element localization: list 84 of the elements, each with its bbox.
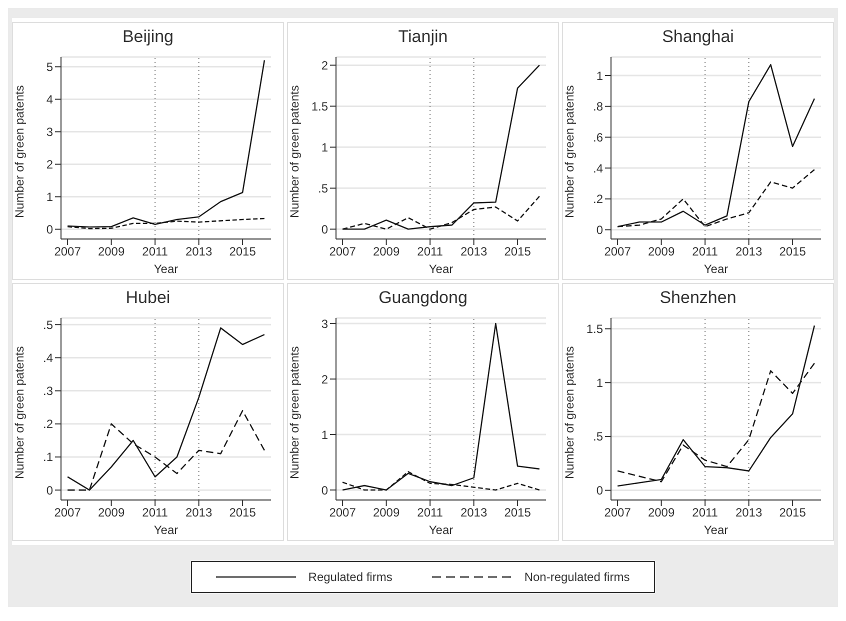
y-tick-label: 3: [321, 316, 328, 331]
x-axis-title: Year: [154, 523, 178, 537]
x-tick-label: 2009: [648, 244, 675, 259]
y-tick-label: .3: [42, 384, 54, 398]
x-tick-label: 2015: [504, 506, 532, 520]
chart-title: Guangdong: [378, 288, 468, 309]
y-axis-title: Number of green patents: [287, 85, 302, 218]
y-tick-label: .5: [592, 430, 604, 444]
text: Regulated firms: [308, 570, 392, 584]
y-tick-label: 0: [596, 223, 604, 238]
chart-title: Hubei: [124, 288, 172, 309]
x-tick-label: 2011: [692, 244, 718, 259]
y-tick-label: 5: [46, 60, 54, 74]
x-axis-title: Year: [428, 523, 454, 537]
x-tick-label: 2013: [185, 506, 212, 520]
x-tick-label: 2007: [604, 506, 632, 520]
y-tick-label: .5: [318, 181, 328, 196]
x-tick-label: 2013: [735, 506, 762, 520]
line-series: [616, 324, 816, 487]
x-axis-title: Year: [154, 262, 178, 276]
x-tick-label: 2013: [460, 506, 488, 520]
y-tick-label: .4: [592, 161, 604, 176]
y-tick-label: 2: [321, 372, 328, 386]
x-axis-title: Year: [704, 262, 728, 276]
y-tick-label: 0: [596, 484, 604, 498]
y-tick-label: 3: [46, 125, 54, 140]
x-tick-label: 2009: [648, 506, 675, 520]
text: Non-regulated firms: [524, 570, 630, 584]
x-tick-label: 2009: [372, 244, 400, 259]
x-tick-label: 2009: [98, 244, 125, 259]
y-tick-label: 1.5: [311, 99, 328, 114]
chart-title: Shenzhen: [658, 288, 738, 309]
y-tick-label: 1: [46, 190, 54, 204]
chart-title: Beijing: [121, 27, 175, 48]
y-axis-title: Number of green patents: [562, 85, 576, 218]
x-tick-label: 2011: [417, 506, 444, 520]
x-tick-label: 2013: [185, 244, 212, 259]
x-tick-label: 2007: [329, 244, 356, 259]
x-tick-label: 2011: [692, 506, 718, 520]
y-tick-label: 4: [46, 92, 54, 107]
y-tick-label: .8: [592, 100, 604, 114]
x-tick-label: 2015: [779, 244, 806, 259]
y-tick-label: .2: [42, 417, 54, 432]
y-tick-label: 1: [321, 140, 328, 154]
y-tick-label: 2: [46, 158, 54, 172]
x-tick-label: 2011: [142, 506, 168, 520]
x-tick-label: 2009: [98, 506, 125, 520]
x-tick-label: 2015: [229, 506, 256, 520]
y-tick-label: .4: [42, 350, 54, 365]
x-axis-title: Year: [428, 262, 454, 276]
y-tick-label: 1: [596, 376, 604, 390]
x-axis-title: Year: [704, 523, 728, 537]
chart-title: Shanghai: [661, 27, 735, 48]
y-tick-label: 1: [596, 68, 604, 83]
x-tick-label: 2007: [329, 506, 356, 520]
y-tick-label: 0: [321, 222, 328, 236]
y-tick-label: 1.5: [586, 322, 604, 336]
line-series: [66, 327, 266, 491]
x-tick-label: 2015: [504, 244, 532, 259]
y-axis-title: Number of green patents: [12, 346, 26, 479]
x-tick-label: 2007: [54, 506, 82, 520]
y-tick-label: .1: [42, 450, 54, 464]
y-axis-title: Number of green patents: [12, 85, 26, 218]
y-tick-label: 1: [321, 428, 328, 442]
x-tick-label: 2007: [604, 244, 632, 259]
y-tick-label: 0: [46, 222, 54, 237]
x-tick-label: 2013: [735, 244, 762, 259]
y-axis-title: Number of green patents: [287, 346, 302, 479]
y-tick-label: .5: [42, 318, 54, 332]
chart-title: Tianjin: [397, 27, 449, 48]
x-tick-label: 2015: [779, 506, 806, 520]
y-axis-title: Number of green patents: [562, 346, 576, 479]
x-tick-label: 2011: [142, 244, 168, 259]
y-tick-label: .2: [592, 192, 604, 206]
line-series: [342, 322, 540, 491]
y-tick-label: 2: [321, 58, 328, 72]
x-tick-label: 2011: [417, 244, 444, 259]
x-tick-label: 2015: [229, 244, 256, 259]
x-tick-label: 2013: [460, 244, 488, 259]
x-tick-label: 2009: [372, 506, 400, 520]
y-tick-label: 0: [321, 483, 328, 498]
y-tick-label: .6: [592, 130, 604, 144]
x-tick-label: 2007: [54, 244, 82, 259]
y-tick-label: 0: [46, 483, 54, 498]
